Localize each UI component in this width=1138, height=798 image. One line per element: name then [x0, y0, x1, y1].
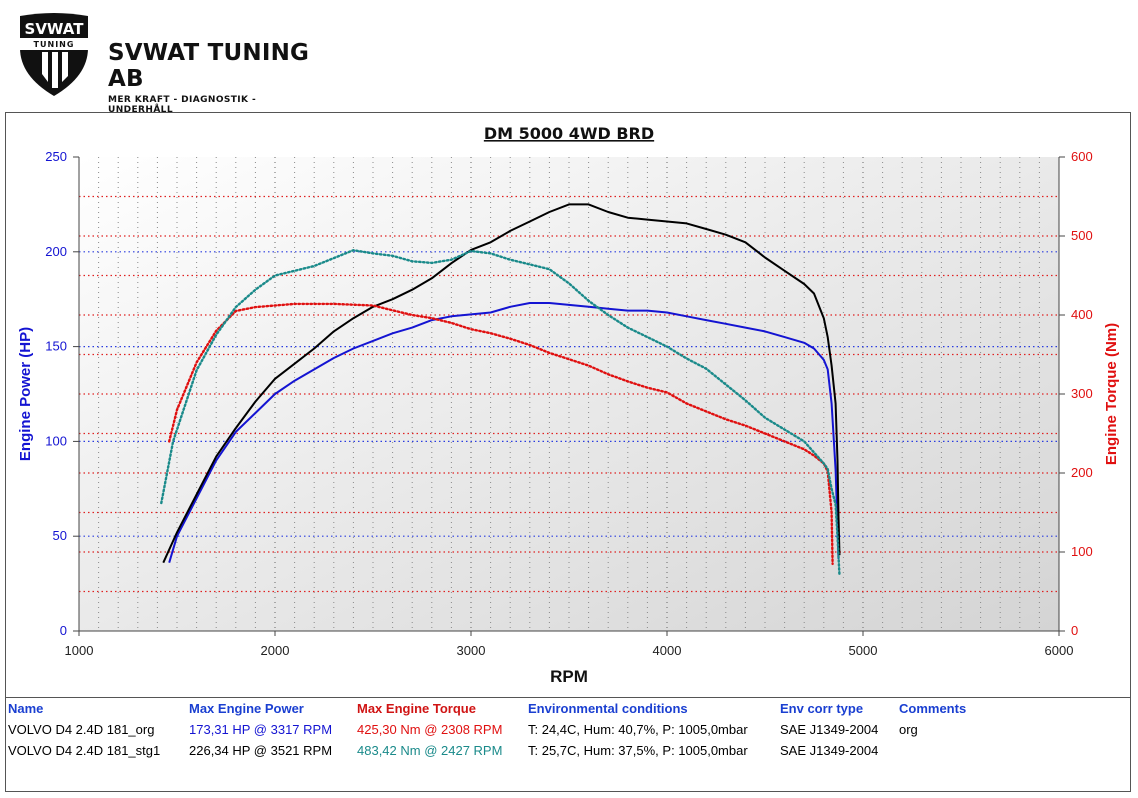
y-left-tick-label: 50 [53, 528, 67, 543]
row-max-power: 226,34 HP @ 3521 RPM [189, 743, 333, 758]
y-left-tick-label: 0 [60, 623, 67, 638]
results-table: Name Max Engine Power Max Engine Torque … [6, 697, 1119, 761]
y-left-tick-label: 250 [45, 149, 67, 164]
shield-logo-icon: SVWAT TUNING [20, 13, 88, 96]
series-line-3 [160, 248, 841, 577]
row-comments [899, 740, 1119, 761]
y-left-tick-label: 100 [45, 433, 67, 448]
results-header-row: Name Max Engine Power Max Engine Torque … [6, 697, 1119, 719]
x-tick-label: 2000 [261, 643, 290, 658]
x-tick-label: 1000 [65, 643, 94, 658]
brand-tagline: MER KRAFT - DIAGNOSTIK - UNDERHÅLL [108, 95, 257, 115]
y-axis-right-label: Engine Torque (Nm) [1103, 323, 1120, 465]
y-right-tick-label: 100 [1071, 544, 1093, 559]
row-env-corr: SAE J1349-2004 [780, 743, 879, 758]
y-axis-left-label: Engine Power (HP) [17, 327, 34, 461]
results-panel: Name Max Engine Power Max Engine Torque … [5, 697, 1131, 792]
company-logo: SVWAT TUNING SVWAT TUNING AB MER KRAFT -… [14, 12, 324, 115]
row-env-conditions: T: 24,4C, Hum: 40,7%, P: 1005,0mbar [528, 722, 748, 737]
row-name: VOLVO D4 2.4D 181_org [8, 722, 155, 737]
y-right-tick-label: 400 [1071, 307, 1093, 322]
x-tick-label: 5000 [849, 643, 878, 658]
row-comments: org [899, 722, 918, 737]
x-tick-label: 6000 [1045, 643, 1074, 658]
y-right-tick-label: 0 [1071, 623, 1078, 638]
series-line-2 [167, 302, 834, 566]
x-tick-label: 3000 [457, 643, 486, 658]
logo-text-block: SVWAT TUNING AB MER KRAFT - DIAGNOSTIK -… [108, 40, 324, 115]
row-max-power: 173,31 HP @ 3317 RPM [189, 722, 333, 737]
y-left-tick-label: 200 [45, 244, 67, 259]
row-name: VOLVO D4 2.4D 181_stg1 [8, 743, 161, 758]
header-max-torque: Max Engine Torque [357, 700, 476, 716]
header-comments: Comments [899, 700, 967, 716]
x-tick-label: 4000 [653, 643, 682, 658]
row-env-conditions: T: 25,7C, Hum: 37,5%, P: 1005,0mbar [528, 743, 748, 758]
row-max-torque: 483,42 Nm @ 2427 RPM [357, 743, 503, 758]
y-right-tick-label: 600 [1071, 149, 1093, 164]
table-row: VOLVO D4 2.4D 181_stg1 226,34 HP @ 3521 … [6, 740, 1119, 761]
brand-name: SVWAT TUNING AB [108, 40, 310, 92]
row-env-corr: SAE J1349-2004 [780, 722, 879, 737]
x-axis-label: RPM [550, 667, 588, 686]
y-right-tick-label: 200 [1071, 465, 1093, 480]
header-env-conditions: Environmental conditions [528, 700, 688, 716]
logo-mark-text: SVWAT [25, 20, 85, 38]
row-max-torque: 425,30 Nm @ 2308 RPM [357, 722, 503, 737]
logo-mark-subtext: TUNING [34, 40, 75, 49]
header-max-power: Max Engine Power [189, 700, 304, 716]
header-name: Name [8, 700, 44, 716]
table-row: VOLVO D4 2.4D 181_org 173,31 HP @ 3317 R… [6, 719, 1119, 740]
y-right-tick-label: 500 [1071, 228, 1093, 243]
y-left-tick-label: 150 [45, 339, 67, 354]
y-right-tick-label: 300 [1071, 386, 1093, 401]
chart-title: DM 5000 4WD BRD [484, 124, 654, 143]
series-line-1 [162, 203, 841, 564]
header-env-corr: Env corr type [780, 700, 864, 716]
series-line-0 [168, 302, 840, 563]
